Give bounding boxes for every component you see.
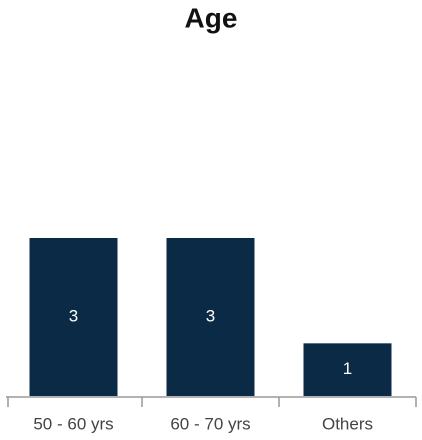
x-tick-label: 60 - 70 yrs: [170, 414, 250, 433]
chart-title: Age: [185, 2, 238, 33]
x-tick-label: 50 - 60 yrs: [33, 414, 113, 433]
bar: [29, 238, 118, 396]
data-label: 1: [343, 359, 352, 378]
x-tick-label: Others: [322, 414, 373, 433]
data-label: 3: [69, 306, 78, 325]
bar: [166, 238, 255, 396]
bar: [303, 343, 392, 396]
data-label: 3: [206, 306, 215, 325]
